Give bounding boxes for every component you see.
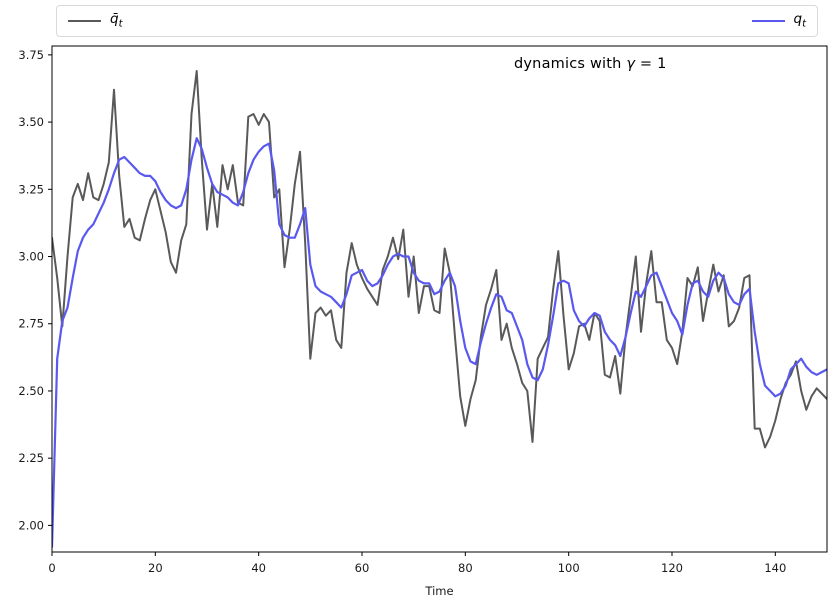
y-tick-label: 2.00 (18, 518, 44, 532)
x-tick-label: 120 (661, 561, 683, 575)
legend-item-qbar[interactable]: q̄t (68, 10, 123, 30)
q-legend-line-sample (751, 20, 785, 22)
y-tick-label: 3.00 (18, 250, 44, 264)
y-tick-label: 2.75 (18, 317, 44, 331)
x-axis-label: Time (425, 584, 454, 598)
legend-item-q[interactable]: qt (751, 10, 807, 30)
axes-frame (51, 45, 828, 553)
y-tick-label: 3.50 (18, 115, 44, 129)
y-tick-label: 2.50 (18, 384, 44, 398)
series-qbar-path (52, 70, 827, 449)
legend: q̄t qt (56, 5, 818, 37)
x-tick-label: 40 (251, 561, 266, 575)
x-tick-label: 0 (48, 561, 55, 575)
q-legend-label: qt (793, 10, 807, 30)
x-tick-label: 80 (458, 561, 473, 575)
x-tick-label: 60 (355, 561, 370, 575)
annotation-gamma: dynamics with γ = 1 (514, 56, 667, 72)
series-q-path (52, 137, 827, 549)
y-tick-label: 3.25 (18, 182, 44, 196)
qbar-legend-line-sample (68, 20, 101, 22)
x-tick-label: 100 (558, 561, 580, 575)
qbar-legend-label: q̄t (110, 10, 123, 30)
y-tick-label: 3.75 (18, 48, 44, 62)
x-tick-label: 20 (148, 561, 163, 575)
y-tick-label: 2.25 (18, 451, 44, 465)
x-tick-label: 140 (764, 561, 786, 575)
